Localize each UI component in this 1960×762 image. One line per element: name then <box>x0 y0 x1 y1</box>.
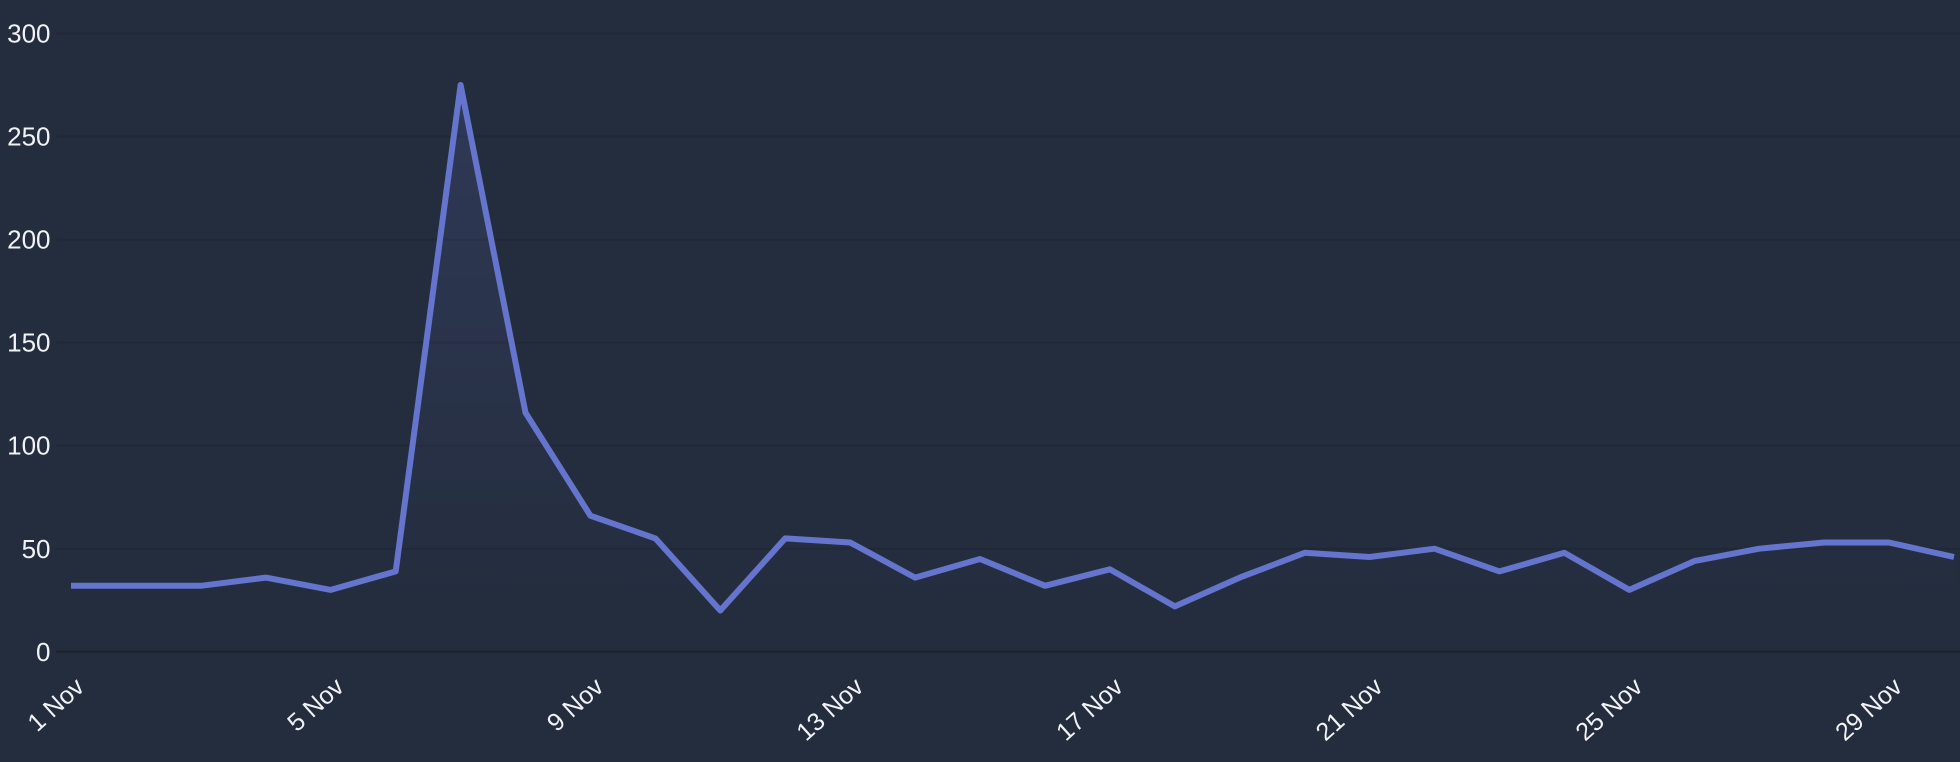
svg-text:100: 100 <box>7 431 50 461</box>
svg-text:150: 150 <box>7 328 50 358</box>
svg-text:250: 250 <box>7 122 50 152</box>
svg-text:300: 300 <box>7 19 50 49</box>
svg-text:200: 200 <box>7 225 50 255</box>
svg-text:50: 50 <box>22 534 51 564</box>
svg-text:0: 0 <box>36 637 50 667</box>
